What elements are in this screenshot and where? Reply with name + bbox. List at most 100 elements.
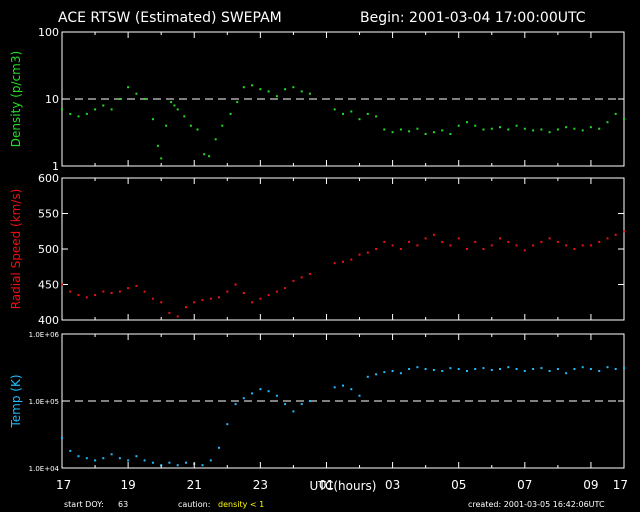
- temp-data-point: [507, 366, 510, 369]
- speed-data-point: [589, 244, 592, 247]
- temp-data-point: [143, 459, 146, 462]
- temp-data-point: [482, 367, 485, 370]
- speed-data-point: [118, 290, 121, 293]
- speed-data-point: [548, 237, 551, 240]
- density-data-point: [416, 127, 419, 130]
- speed-data-point: [358, 253, 361, 256]
- temp-data-point: [548, 370, 551, 372]
- speed-data-point: [457, 237, 460, 240]
- temp-data-point: [135, 455, 138, 458]
- start-doy-value: 63: [118, 500, 128, 509]
- speed-data-point: [77, 294, 80, 297]
- speed-data-point: [242, 292, 245, 294]
- speed-data-point: [432, 233, 435, 236]
- temp-data-point: [118, 457, 121, 460]
- temp-data-point: [201, 464, 204, 467]
- temp-data-point: [292, 410, 295, 413]
- density-data-point: [391, 131, 394, 134]
- temp-data-point: [573, 368, 576, 370]
- density-data-point: [69, 112, 72, 115]
- density-data-point: [94, 108, 97, 111]
- density-data-point: [308, 92, 311, 95]
- speed-data-point: [176, 315, 179, 318]
- start-doy-label: start DOY:: [64, 500, 104, 509]
- temp-data-point: [515, 368, 518, 370]
- density-data-point: [135, 92, 138, 95]
- temp-data-point: [77, 455, 80, 458]
- temp-data-point: [300, 403, 303, 406]
- density-data-point: [556, 128, 559, 131]
- speed-data-point: [466, 248, 468, 250]
- density-data-point: [77, 115, 80, 118]
- speed-data-point: [556, 240, 559, 243]
- speed-data-point: [267, 294, 270, 297]
- speed-data-point: [168, 311, 171, 314]
- density-data-point: [432, 131, 435, 134]
- x-tick-label: 23: [253, 478, 268, 492]
- x-tick-label: 01: [319, 478, 334, 492]
- temp-data-point: [94, 459, 97, 462]
- density-data-point: [623, 118, 625, 121]
- temp-data-point: [127, 459, 130, 462]
- density-panel: Density (p/cm3) 1 10 100: [9, 26, 625, 173]
- density-data-point: [565, 126, 568, 129]
- speed-data-point: [482, 248, 485, 250]
- speed-data-point: [284, 287, 287, 290]
- density-data-point: [183, 115, 186, 118]
- density-data-point: [598, 127, 601, 130]
- density-data-point: [408, 130, 411, 133]
- density-points: [61, 84, 625, 160]
- density-data-point: [221, 124, 224, 127]
- speed-data-point: [515, 244, 518, 247]
- x-axis-ticks: [61, 32, 625, 468]
- temp-panel: Temp (K) 1.0E+04 1.0E+05 1.0E+06: [9, 331, 625, 473]
- temp-ylabel: Temp (K): [9, 374, 23, 428]
- speed-ytick-label: 600: [38, 172, 59, 185]
- density-data-point: [156, 144, 159, 147]
- speed-data-point: [408, 240, 411, 243]
- speed-data-point: [308, 272, 311, 275]
- density-data-point: [165, 124, 168, 127]
- temp-data-point: [614, 368, 617, 370]
- density-data-point: [523, 127, 526, 130]
- density-data-point: [292, 86, 295, 89]
- speed-ytick-label: 500: [38, 243, 59, 256]
- speed-data-point: [350, 258, 353, 261]
- speed-data-point: [69, 290, 72, 293]
- density-data-point: [160, 157, 163, 160]
- speed-data-point: [366, 251, 369, 254]
- speed-panel: Radial Speed (km/s) 400 450 500 550 600: [9, 172, 625, 327]
- speed-data-point: [143, 290, 146, 293]
- density-data-point: [589, 126, 592, 129]
- x-tick-label: 03: [385, 478, 400, 492]
- speed-data-point: [85, 296, 88, 299]
- temp-data-point: [623, 367, 625, 370]
- speed-data-point: [226, 290, 229, 293]
- speed-data-point: [383, 240, 386, 243]
- temp-data-point: [259, 388, 262, 391]
- speed-data-point: [441, 240, 444, 243]
- speed-data-point: [391, 244, 394, 247]
- density-data-point: [259, 88, 262, 91]
- temp-data-point: [350, 388, 353, 391]
- speed-data-point: [185, 306, 187, 309]
- x-tick-label: 17: [613, 478, 628, 492]
- density-data-point: [85, 112, 88, 115]
- density-data-point: [474, 124, 477, 127]
- temp-data-point: [565, 372, 568, 375]
- speed-data-point: [573, 248, 576, 250]
- speed-data-point: [135, 284, 138, 287]
- density-data-point: [300, 90, 303, 93]
- density-data-point: [127, 86, 130, 89]
- temp-ytick-label: 1.0E+06: [29, 331, 60, 339]
- temp-data-point: [556, 368, 559, 370]
- temp-data-point: [61, 437, 63, 439]
- speed-data-point: [292, 279, 295, 282]
- temp-data-point: [226, 423, 229, 426]
- x-tick-label: 09: [583, 478, 598, 492]
- temp-data-point: [598, 370, 601, 372]
- density-data-point: [251, 84, 254, 87]
- x-tick-label: 07: [517, 478, 532, 492]
- temp-data-point: [342, 384, 344, 387]
